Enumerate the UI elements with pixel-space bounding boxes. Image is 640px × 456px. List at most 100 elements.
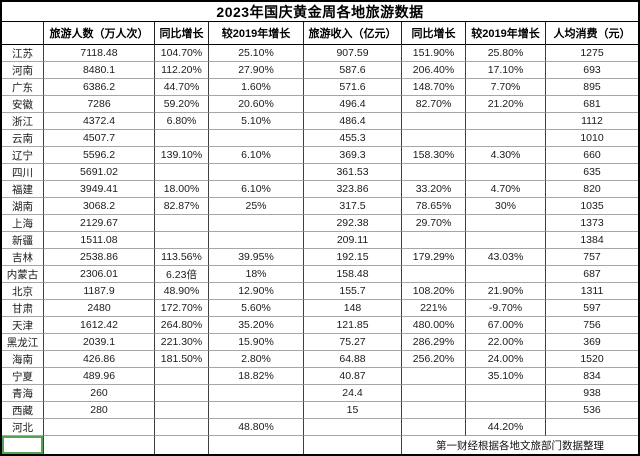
header-cell-revenue[interactable]: 旅游收入（亿元）	[304, 22, 402, 45]
data-cell[interactable]: 286.29%	[402, 334, 466, 351]
header-cell-vs2019-growth[interactable]: 较2019年增长	[209, 22, 304, 45]
data-cell[interactable]	[155, 232, 209, 249]
data-cell[interactable]	[44, 419, 155, 436]
data-cell[interactable]: 155.7	[304, 283, 402, 300]
data-cell[interactable]: 907.59	[304, 45, 402, 62]
data-cell[interactable]: 75.27	[304, 334, 402, 351]
data-cell[interactable]: 6.80%	[155, 113, 209, 130]
data-cell[interactable]: 597	[546, 300, 638, 317]
province-cell[interactable]: 上海	[2, 215, 44, 232]
data-cell[interactable]	[155, 215, 209, 232]
data-cell[interactable]: 455.3	[304, 130, 402, 147]
data-cell[interactable]: 1187.9	[44, 283, 155, 300]
data-cell[interactable]: 5.60%	[209, 300, 304, 317]
header-cell-revenue-yoy-growth[interactable]: 同比增长	[402, 22, 466, 45]
data-cell[interactable]	[402, 232, 466, 249]
data-cell[interactable]	[155, 164, 209, 181]
data-cell[interactable]	[209, 402, 304, 419]
data-cell[interactable]: 181.50%	[155, 351, 209, 368]
data-cell[interactable]: 5.10%	[209, 113, 304, 130]
data-cell[interactable]: 4507.7	[44, 130, 155, 147]
data-cell[interactable]: 59.20%	[155, 96, 209, 113]
data-cell[interactable]: 158.48	[304, 266, 402, 283]
data-cell[interactable]: 35.10%	[466, 368, 546, 385]
data-cell[interactable]: 25%	[209, 198, 304, 215]
data-cell[interactable]: 48.90%	[155, 283, 209, 300]
data-cell[interactable]: 280	[44, 402, 155, 419]
data-cell[interactable]: 121.85	[304, 317, 402, 334]
data-cell[interactable]: 2.80%	[209, 351, 304, 368]
province-cell[interactable]: 辽宁	[2, 147, 44, 164]
data-cell[interactable]: 1.60%	[209, 79, 304, 96]
empty-cell[interactable]	[44, 436, 155, 454]
data-cell[interactable]	[466, 130, 546, 147]
data-cell[interactable]: 361.53	[304, 164, 402, 181]
data-cell[interactable]	[402, 266, 466, 283]
data-cell[interactable]: 64.88	[304, 351, 402, 368]
data-cell[interactable]: 2306.01	[44, 266, 155, 283]
header-cell-per-capita-spend[interactable]: 人均消费（元）	[546, 22, 638, 45]
data-cell[interactable]: 7118.48	[44, 45, 155, 62]
data-cell[interactable]	[402, 419, 466, 436]
data-cell[interactable]: 256.20%	[402, 351, 466, 368]
data-cell[interactable]: 369	[546, 334, 638, 351]
data-cell[interactable]: 7.70%	[466, 79, 546, 96]
data-cell[interactable]: 18.00%	[155, 181, 209, 198]
data-cell[interactable]: 1035	[546, 198, 638, 215]
data-cell[interactable]: 1112	[546, 113, 638, 130]
data-cell[interactable]: 21.20%	[466, 96, 546, 113]
data-cell[interactable]: 78.65%	[402, 198, 466, 215]
data-cell[interactable]: 834	[546, 368, 638, 385]
data-cell[interactable]: 40.87	[304, 368, 402, 385]
data-cell[interactable]: 1311	[546, 283, 638, 300]
data-cell[interactable]: 82.87%	[155, 198, 209, 215]
data-cell[interactable]: 4372.4	[44, 113, 155, 130]
header-cell-yoy-growth[interactable]: 同比增长	[155, 22, 209, 45]
data-cell[interactable]: 587.6	[304, 62, 402, 79]
data-cell[interactable]: 5691.02	[44, 164, 155, 181]
data-cell[interactable]: 426.86	[44, 351, 155, 368]
data-cell[interactable]: 112.20%	[155, 62, 209, 79]
data-cell[interactable]	[155, 385, 209, 402]
data-cell[interactable]: 48.80%	[209, 419, 304, 436]
empty-cell[interactable]	[155, 436, 209, 454]
empty-cell[interactable]	[304, 436, 402, 454]
data-cell[interactable]: 756	[546, 317, 638, 334]
data-cell[interactable]: 192.15	[304, 249, 402, 266]
data-cell[interactable]	[402, 385, 466, 402]
data-cell[interactable]: 480.00%	[402, 317, 466, 334]
data-cell[interactable]	[209, 385, 304, 402]
data-cell[interactable]: 108.20%	[402, 283, 466, 300]
data-cell[interactable]: 2129.67	[44, 215, 155, 232]
data-cell[interactable]: 571.6	[304, 79, 402, 96]
province-cell[interactable]: 浙江	[2, 113, 44, 130]
data-cell[interactable]: 8480.1	[44, 62, 155, 79]
data-cell[interactable]: 1010	[546, 130, 638, 147]
data-cell[interactable]: 6.10%	[209, 181, 304, 198]
data-cell[interactable]: 1520	[546, 351, 638, 368]
data-cell[interactable]: 12.90%	[209, 283, 304, 300]
data-cell[interactable]: 1384	[546, 232, 638, 249]
data-cell[interactable]: 209.11	[304, 232, 402, 249]
data-cell[interactable]: 33.20%	[402, 181, 466, 198]
data-cell[interactable]: 687	[546, 266, 638, 283]
data-cell[interactable]: 323.86	[304, 181, 402, 198]
data-cell[interactable]: 1511.08	[44, 232, 155, 249]
province-cell[interactable]: 新疆	[2, 232, 44, 249]
data-cell[interactable]: 7286	[44, 96, 155, 113]
data-cell[interactable]: 6.10%	[209, 147, 304, 164]
data-cell[interactable]: 24.4	[304, 385, 402, 402]
data-cell[interactable]: 179.29%	[402, 249, 466, 266]
data-cell[interactable]: 264.80%	[155, 317, 209, 334]
data-cell[interactable]	[155, 368, 209, 385]
province-cell[interactable]: 安徽	[2, 96, 44, 113]
data-cell[interactable]: 5596.2	[44, 147, 155, 164]
data-cell[interactable]: 292.38	[304, 215, 402, 232]
province-cell[interactable]: 湖南	[2, 198, 44, 215]
data-cell[interactable]: 43.03%	[466, 249, 546, 266]
data-cell[interactable]: 15	[304, 402, 402, 419]
province-cell[interactable]: 黑龙江	[2, 334, 44, 351]
province-cell[interactable]: 海南	[2, 351, 44, 368]
data-cell[interactable]: 536	[546, 402, 638, 419]
province-cell[interactable]: 宁夏	[2, 368, 44, 385]
